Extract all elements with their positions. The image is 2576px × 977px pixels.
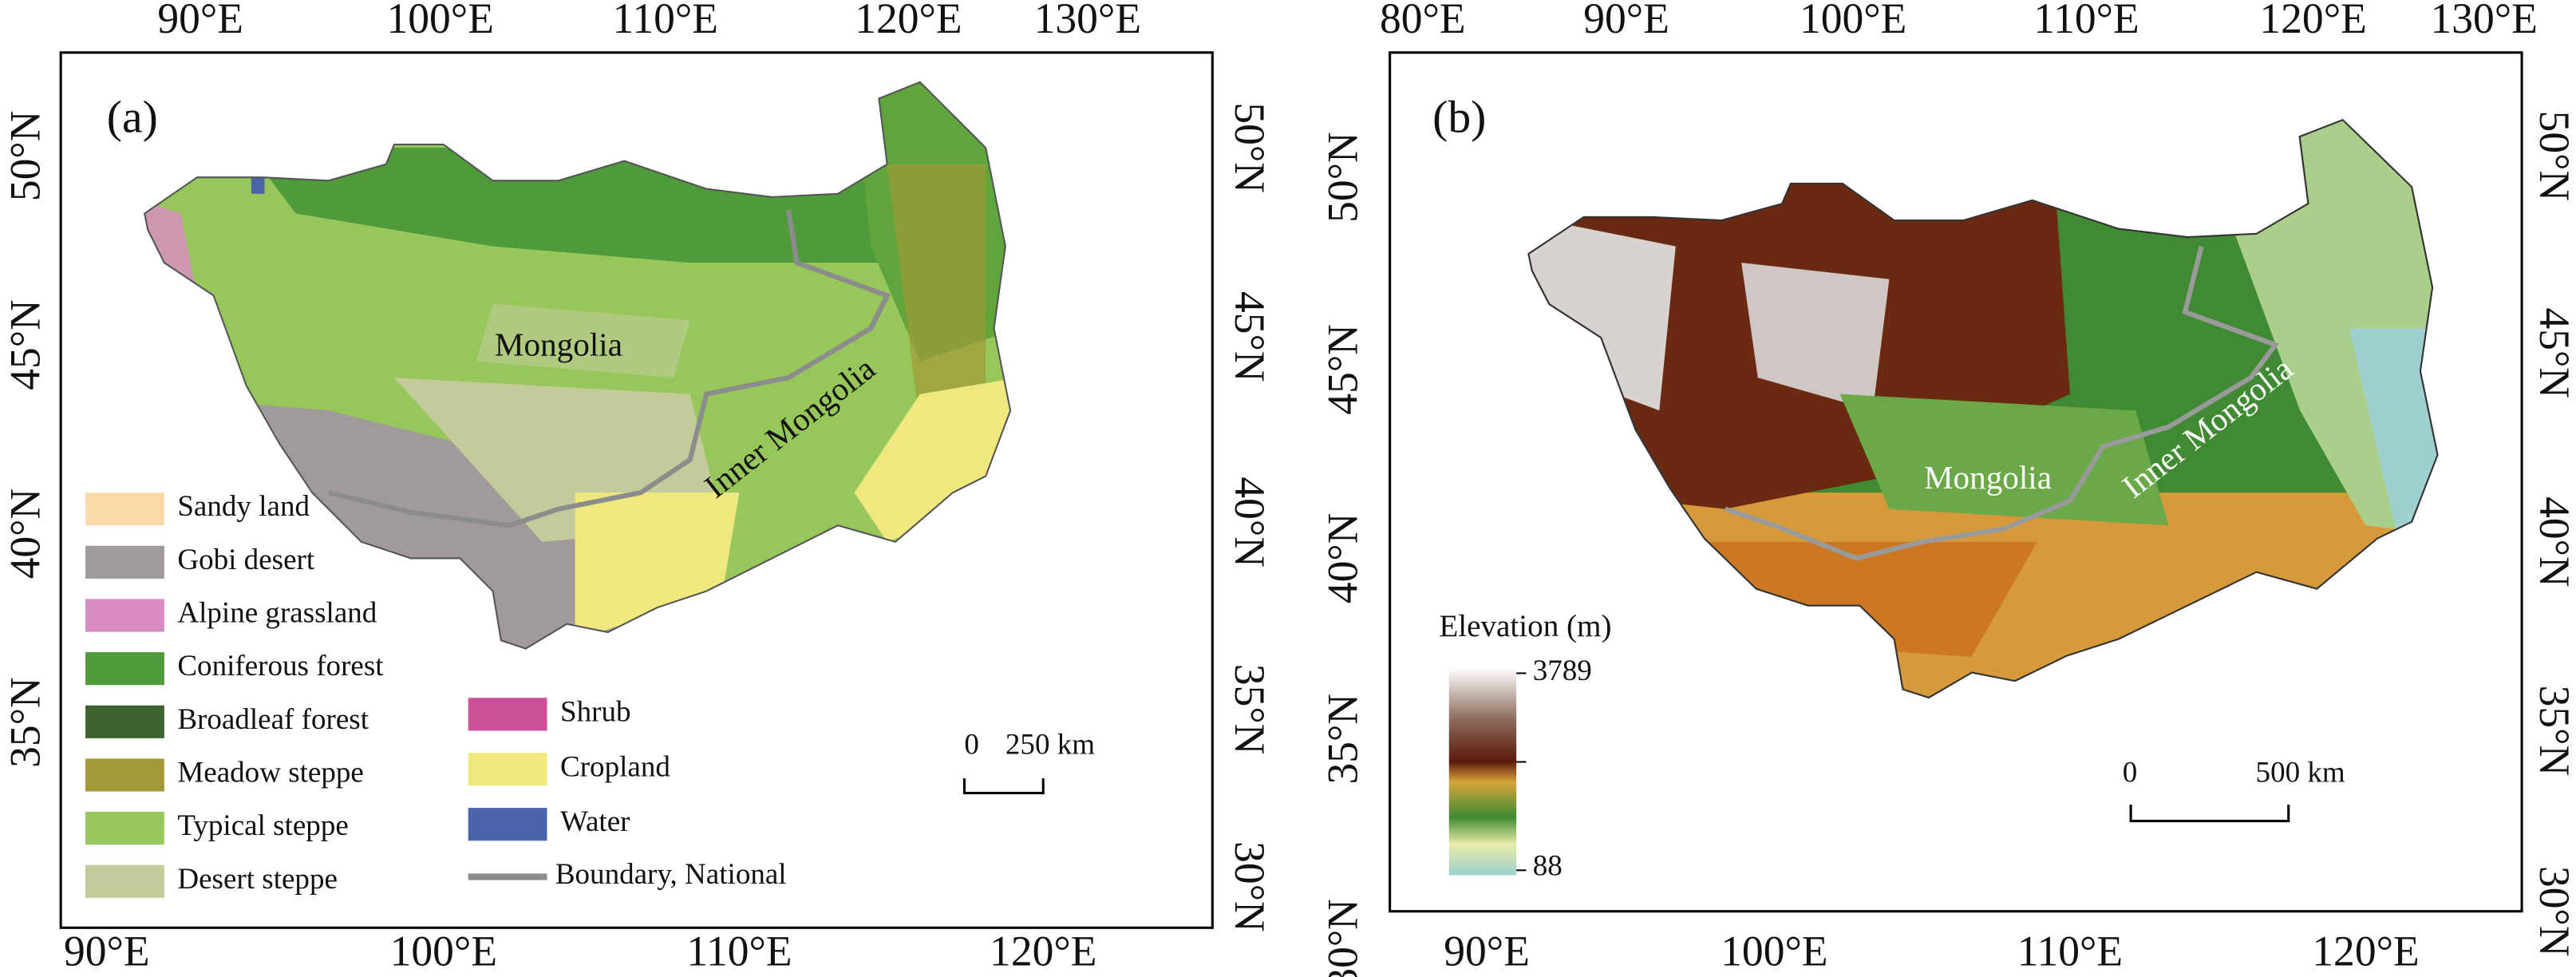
legend-label: Desert steppe: [177, 863, 338, 896]
legend-swatch: [85, 812, 164, 845]
legend-swatch: [85, 652, 164, 686]
legend-label: Shrub: [560, 695, 631, 728]
top-tick-label: 110°E: [2033, 0, 2139, 42]
top-tick-label: 110°E: [613, 0, 718, 42]
bottom-tick-label: 120°E: [990, 928, 1096, 975]
legend-label: Typical steppe: [177, 809, 348, 842]
left-tick-label: 40°N: [1, 489, 49, 579]
right-tick-label: 35°N: [1226, 664, 1274, 754]
right-tick-label: 50°N: [1226, 102, 1274, 192]
left-tick-label: 40°N: [1318, 513, 1366, 603]
legend-label: Sandy land: [177, 490, 310, 523]
legend-label: Coniferous forest: [177, 650, 384, 682]
scale-end: 500 km: [2256, 756, 2345, 789]
scale-bar: [962, 778, 1045, 795]
frame-a: [59, 51, 1214, 929]
right-tick-label: 30°N: [1226, 841, 1274, 932]
right-tick-label: 40°N: [1226, 477, 1274, 567]
legend-label: Alpine grassland: [177, 597, 377, 630]
bottom-tick-label: 120°E: [2312, 928, 2419, 975]
panel-label: (a): [107, 92, 158, 142]
right-tick-label: 35°N: [2531, 686, 2576, 776]
left-tick-label: 30°N: [1318, 899, 1366, 977]
right-tick-label: 45°N: [1226, 291, 1274, 382]
legend-swatch: [85, 492, 164, 526]
scale-end: 250 km: [1006, 729, 1095, 761]
region-label: Mongolia: [1924, 459, 2052, 496]
panel-label: (b): [1432, 92, 1486, 142]
scale-start: 0: [964, 729, 979, 761]
top-tick-label: 90°E: [157, 0, 243, 42]
left-tick-label: 45°N: [1318, 324, 1366, 414]
colorbar-max: 3789: [1533, 655, 1592, 687]
national-boundary: [1724, 245, 2280, 561]
top-tick-label: 120°E: [2259, 0, 2366, 42]
right-tick-label: 40°N: [2531, 496, 2576, 587]
left-tick-label: 35°N: [1, 677, 49, 767]
legend-swatch: [468, 698, 547, 731]
top-tick-label: 130°E: [1034, 0, 1141, 42]
legend-swatch: [85, 705, 164, 738]
right-tick-label: 45°N: [2531, 308, 2576, 398]
top-tick-label: 130°E: [2431, 0, 2538, 42]
top-tick-label: 100°E: [1800, 0, 1906, 42]
legend-label: Broadleaf forest: [177, 703, 369, 736]
scale-start: 0: [2123, 756, 2138, 789]
top-tick-label: 90°E: [1583, 0, 1669, 42]
legend-swatch: [85, 864, 164, 898]
legend-swatch: [85, 758, 164, 792]
colorbar-min: 88: [1533, 850, 1563, 883]
legend-label: Gobi desert: [177, 544, 315, 576]
legend-label: Water: [560, 805, 630, 838]
bottom-tick-label: 100°E: [390, 928, 497, 975]
top-tick-label: 80°E: [1380, 0, 1466, 42]
elevation-map: [1528, 120, 2438, 698]
bottom-tick-label: 90°E: [64, 928, 150, 975]
scale-bar: [2129, 804, 2290, 823]
left-tick-label: 50°N: [1, 111, 49, 201]
bottom-tick-label: 110°E: [686, 928, 792, 975]
bottom-tick-label: 100°E: [1721, 928, 1827, 975]
left-tick-label: 35°N: [1318, 694, 1366, 784]
right-tick-label: 50°N: [2531, 111, 2576, 201]
legend-swatch: [85, 599, 164, 632]
colorbar: [1448, 668, 1517, 876]
legend-label: Meadow steppe: [177, 756, 364, 789]
bottom-tick-label: 90°E: [1444, 928, 1530, 975]
legend-label: Cropland: [560, 750, 670, 783]
national-boundary: [328, 209, 891, 528]
legend-label: Boundary, National: [555, 858, 787, 891]
legend-swatch: [468, 753, 547, 786]
frame-b: [1389, 51, 2523, 913]
top-tick-label: 100°E: [387, 0, 494, 42]
top-tick-label: 120°E: [855, 0, 962, 42]
region-label: Mongolia: [495, 326, 622, 363]
right-tick-label: 30°N: [2531, 866, 2576, 956]
bottom-tick-label: 110°E: [2017, 928, 2123, 975]
left-tick-label: 45°N: [1, 299, 49, 390]
colorbar-title: Elevation (m): [1439, 609, 1611, 643]
legend-swatch: [85, 545, 164, 579]
legend-swatch: [468, 808, 547, 841]
left-tick-label: 50°N: [1318, 132, 1366, 222]
